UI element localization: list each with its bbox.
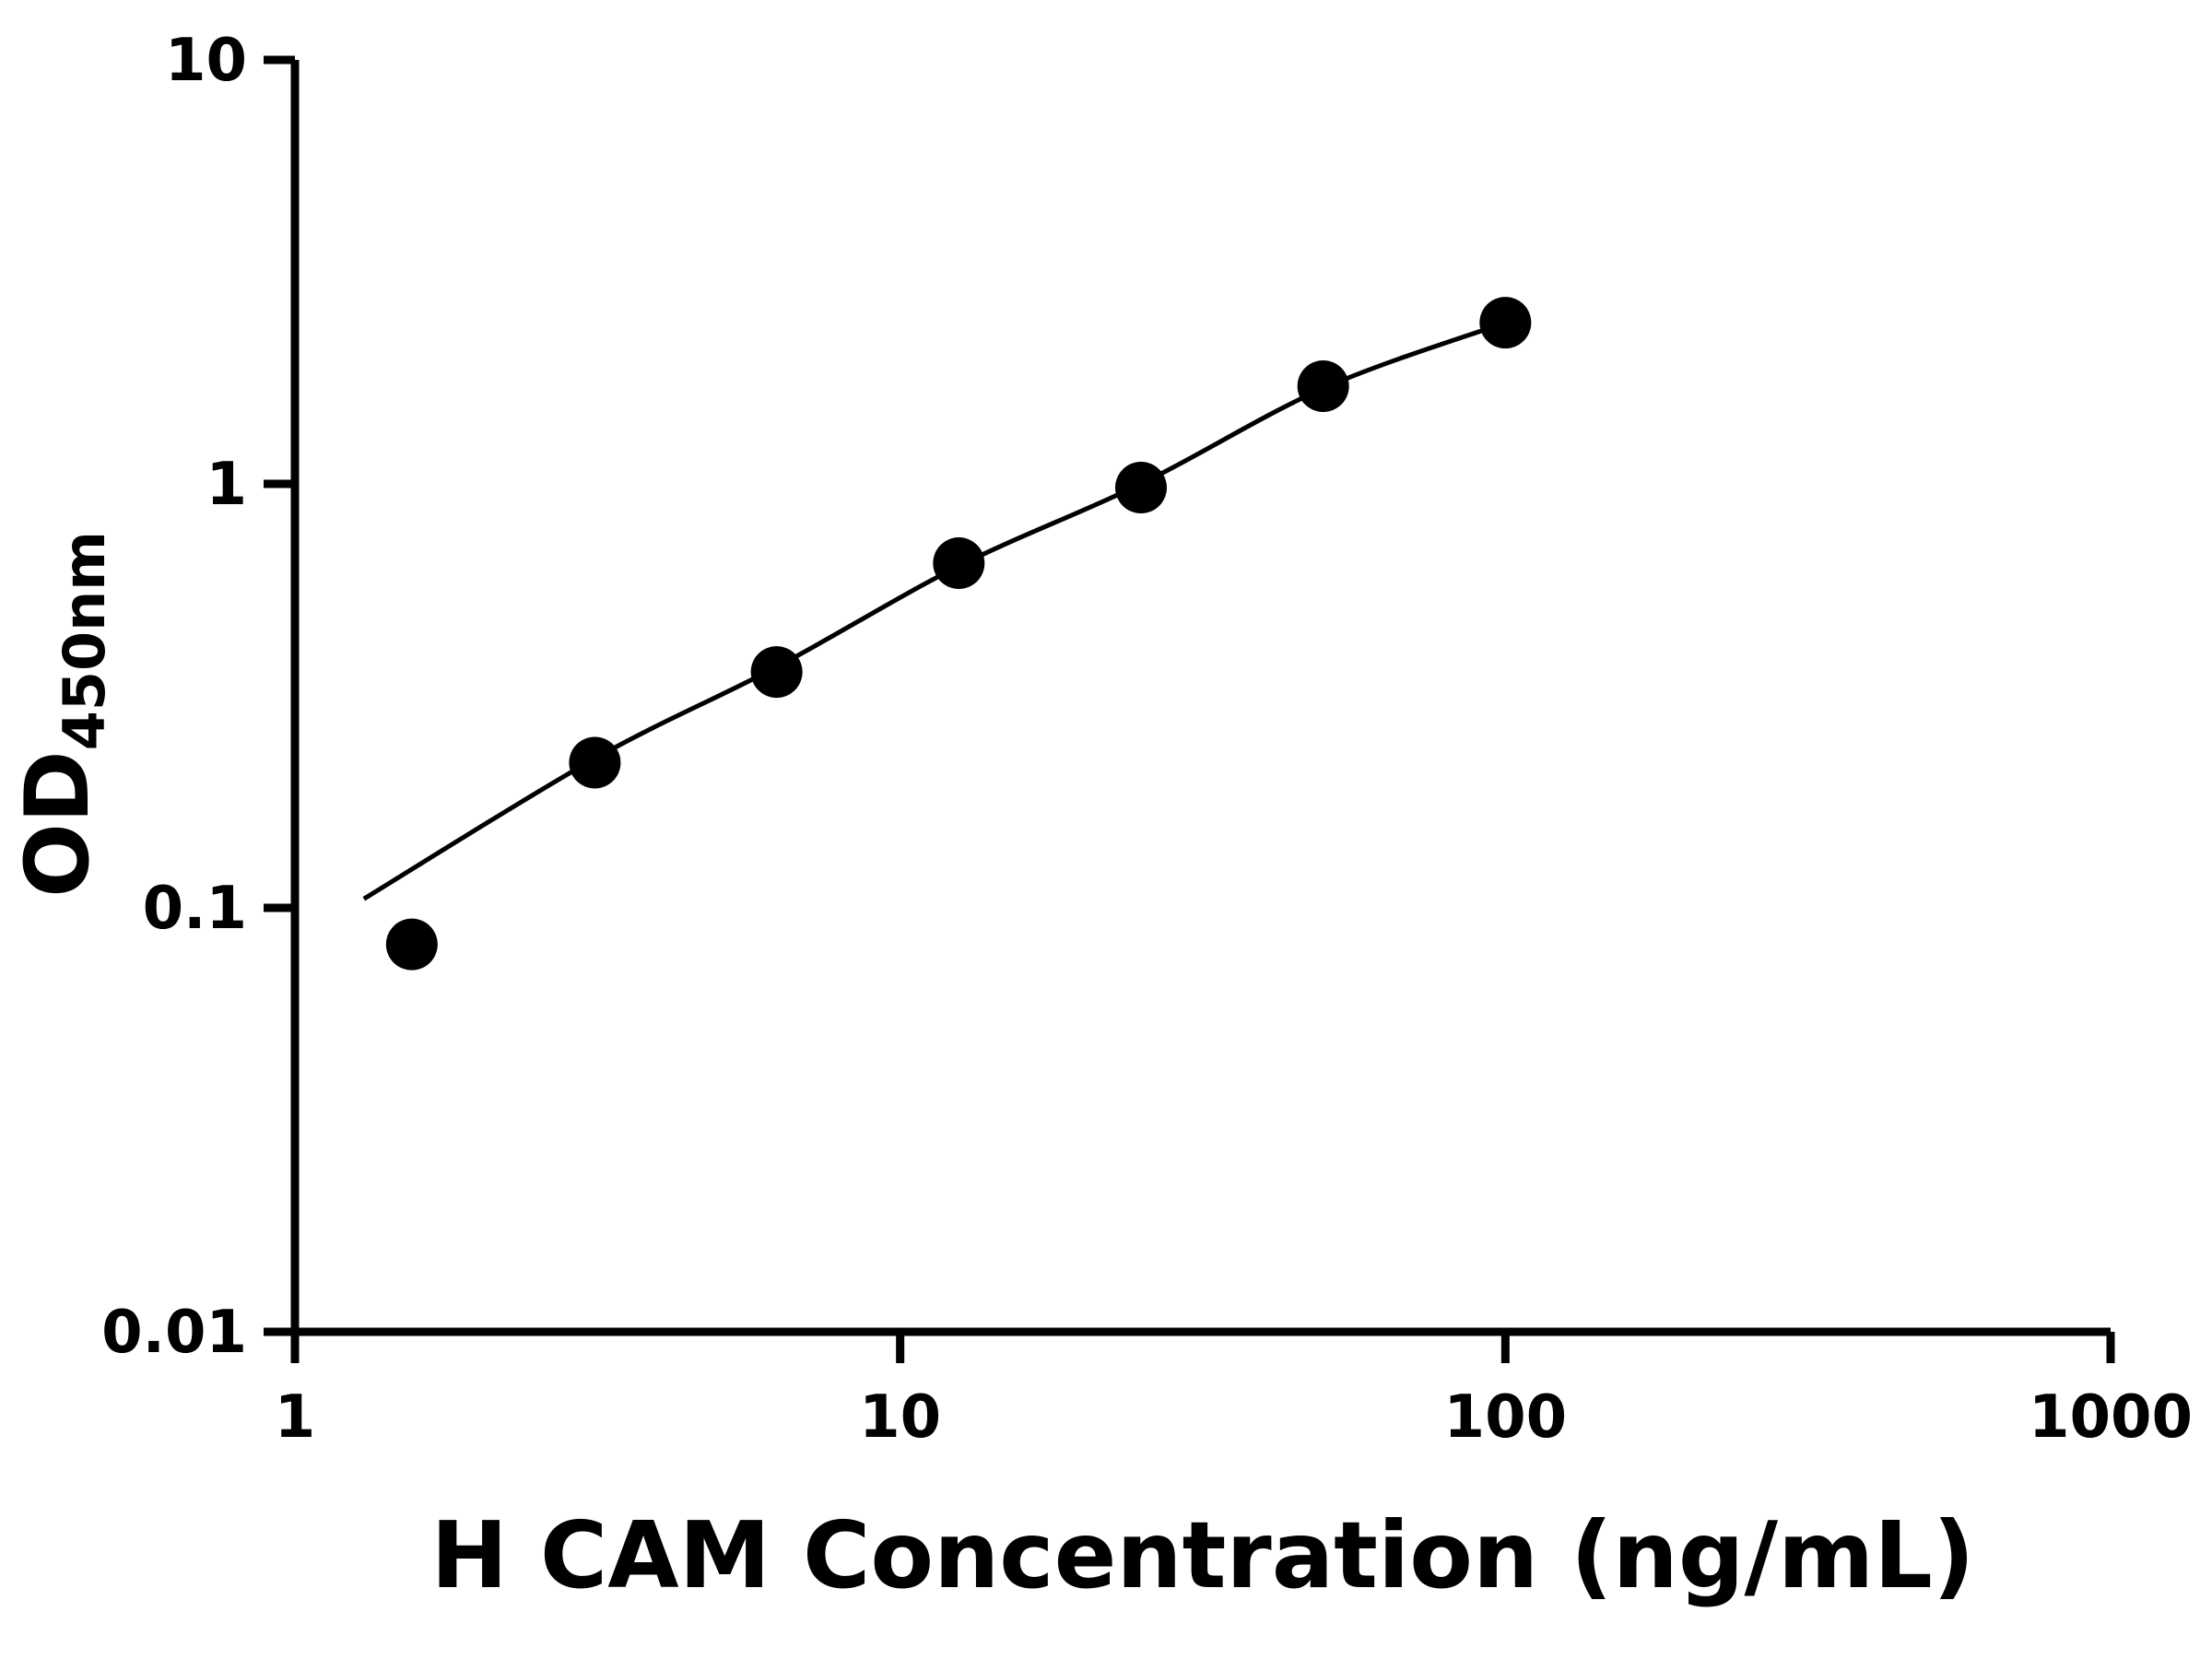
data-point [385, 918, 438, 971]
axis-lines [290, 60, 2111, 1336]
y-axis-title-main: OD [7, 750, 109, 898]
data-point [933, 537, 985, 590]
y-axis-tick-label: 1 [206, 451, 247, 519]
data-point [750, 646, 803, 699]
x-axis-tick-label: 1000 [2029, 1383, 2193, 1452]
x-axis-tick-label: 1 [275, 1383, 316, 1452]
data-point [1297, 359, 1349, 412]
y-axis-title: OD450nm [7, 531, 118, 898]
x-axis-title: H CAM Concentration (ng/mL) [430, 1501, 1974, 1609]
data-point [1479, 297, 1532, 349]
y-axis-title-subscript: 450nm [51, 531, 118, 750]
y-axis-tick-label: 0.1 [143, 875, 247, 943]
y-axis-tick-label: 10 [165, 27, 247, 95]
chart-plot-area: 1 10 100 1000 0.01 0.1 1 10 [101, 27, 2193, 1452]
y-axis-tick-label: 0.01 [101, 1299, 247, 1367]
x-axis-tick-label: 10 [859, 1383, 941, 1452]
data-point [569, 736, 621, 789]
data-point [1114, 462, 1167, 514]
x-axis-tick-label: 100 [1444, 1383, 1568, 1452]
